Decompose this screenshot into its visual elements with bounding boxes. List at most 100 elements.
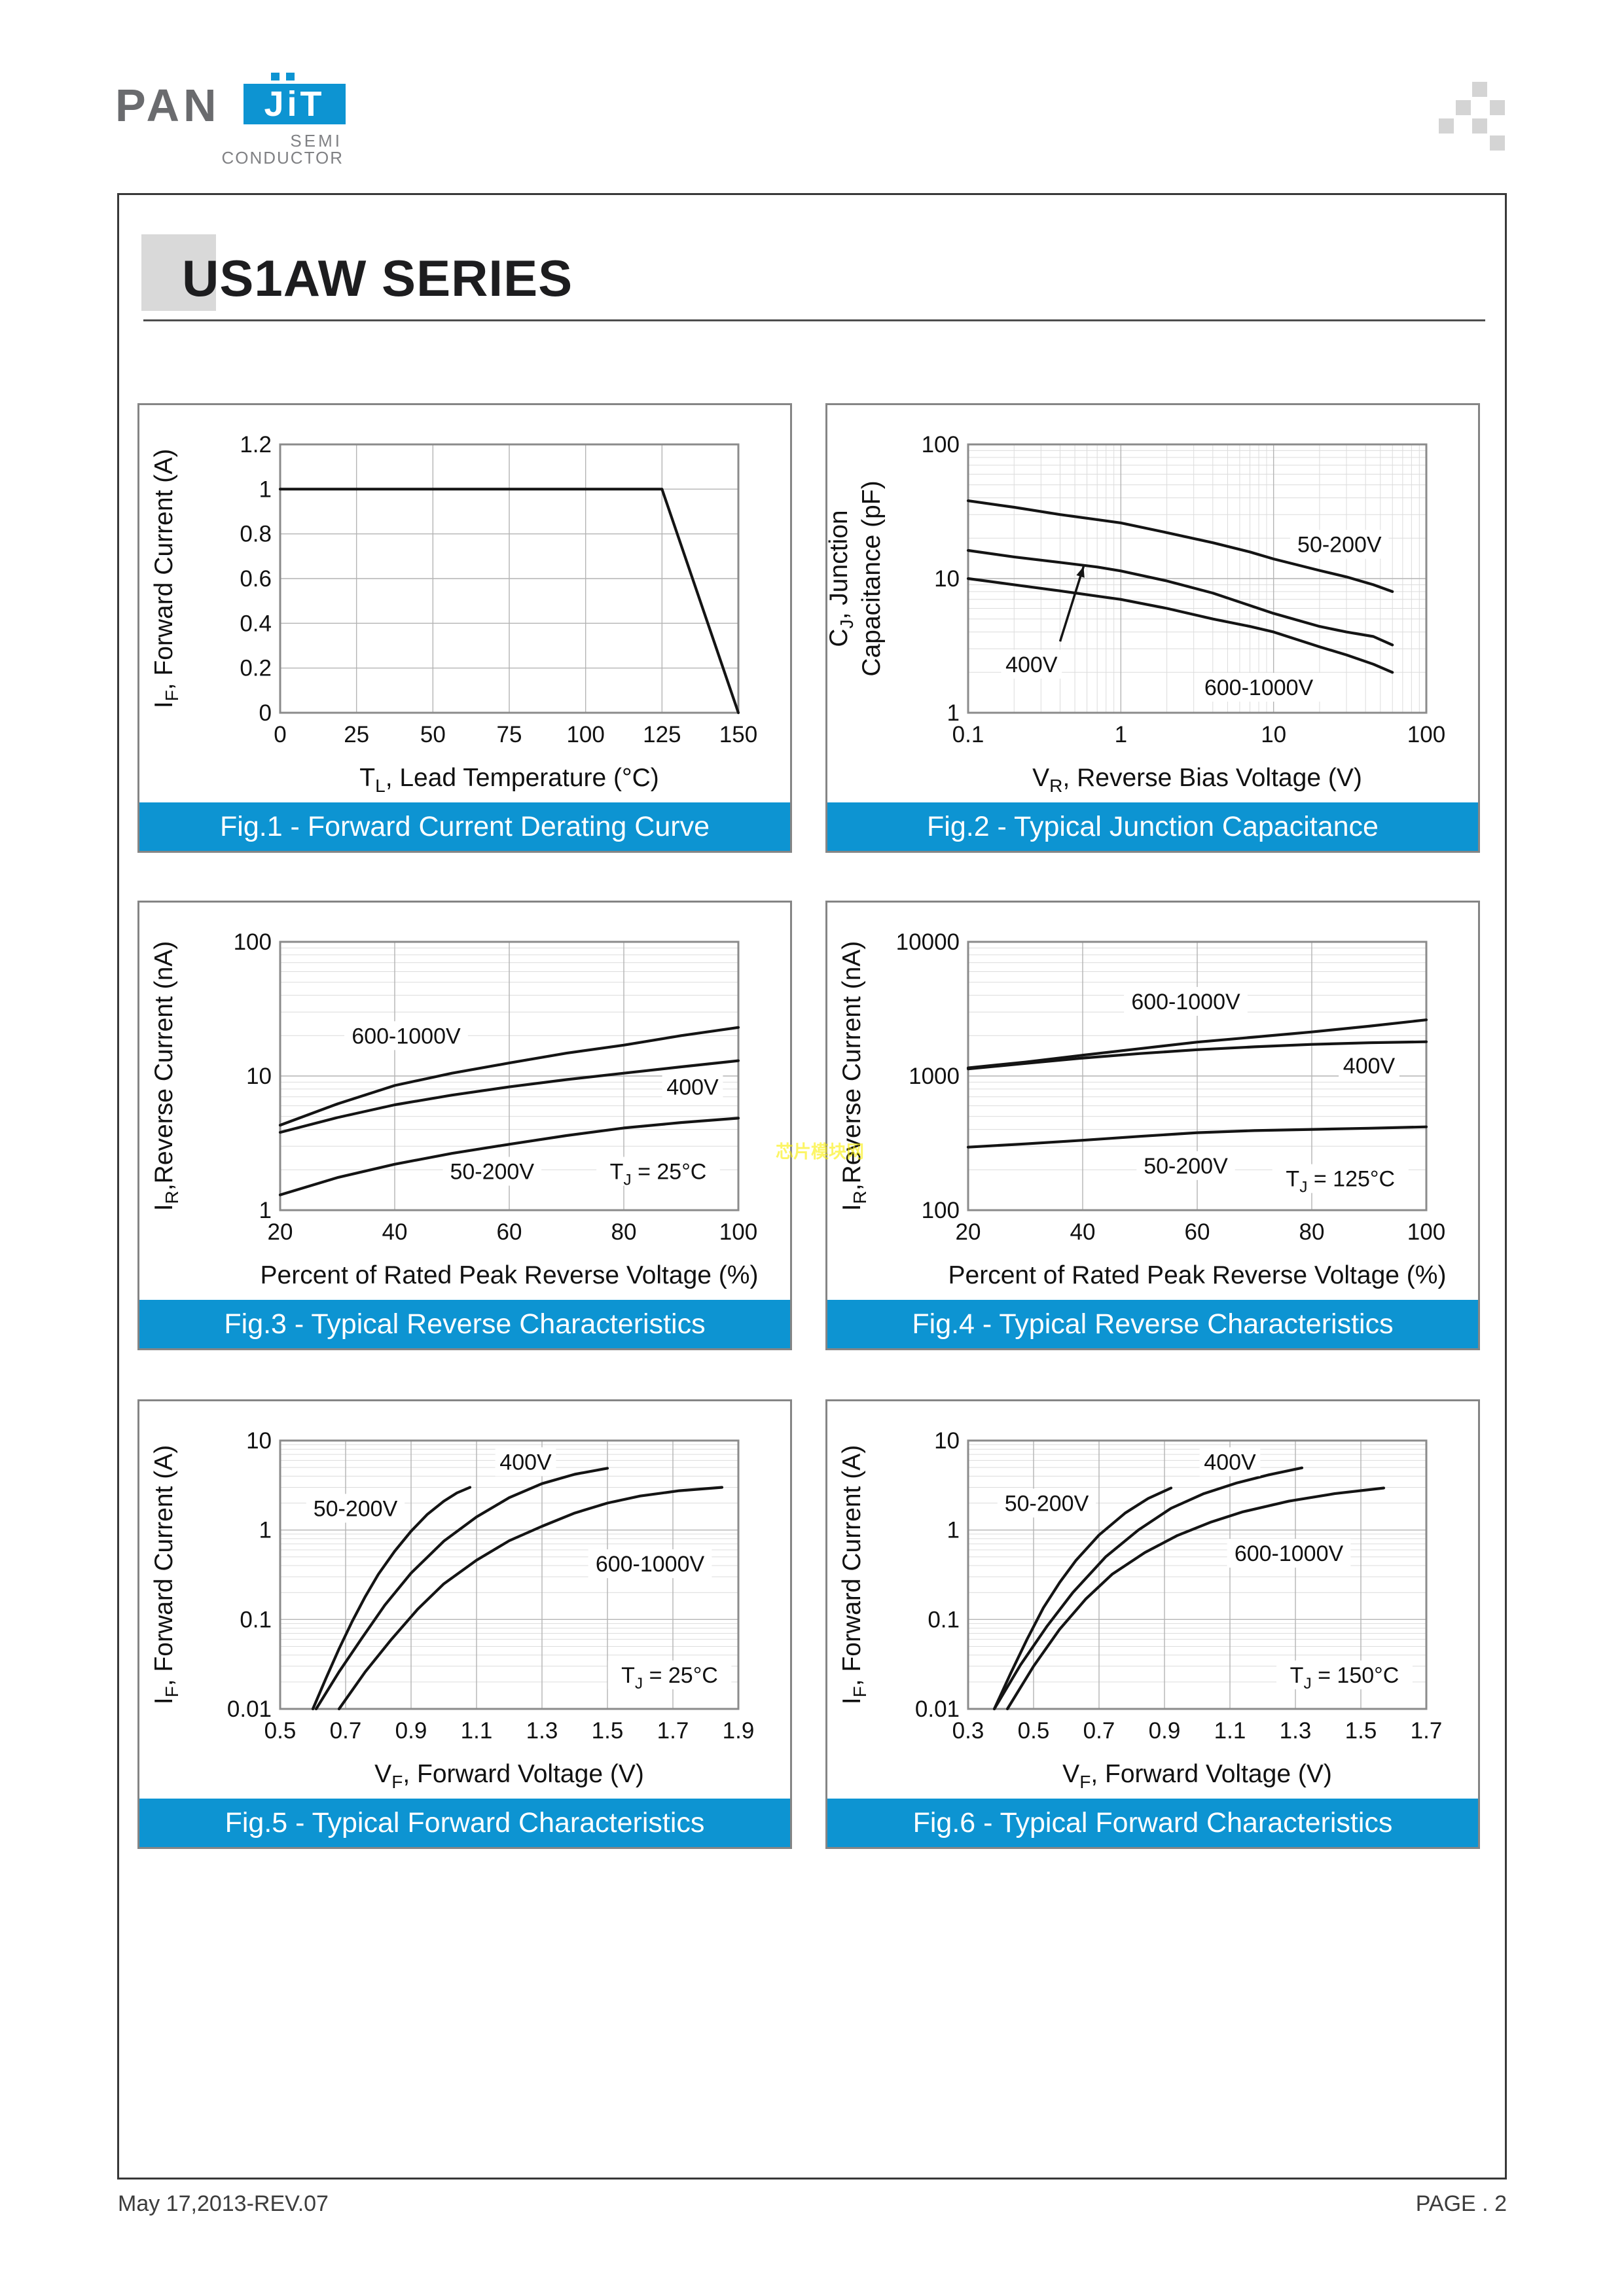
logo-jit-box: JiT	[244, 84, 346, 124]
svg-text:TJ = 25°C: TJ = 25°C	[621, 1663, 718, 1693]
svg-text:100: 100	[1407, 722, 1445, 747]
svg-text:0.01: 0.01	[915, 1696, 960, 1722]
svg-text:50-200V: 50-200V	[314, 1496, 398, 1521]
svg-text:CJ, Junction: CJ, Junction	[825, 510, 857, 647]
panjit-logo: PAN JiT SEMI CONDUCTOR	[115, 65, 351, 170]
svg-text:0.01: 0.01	[227, 1696, 272, 1722]
deco-square	[1472, 118, 1487, 134]
svg-text:0.1: 0.1	[928, 1607, 960, 1632]
svg-text:TL, Lead Temperature (°C): TL, Lead Temperature (°C)	[359, 764, 659, 796]
figure-caption: Fig.5 - Typical Forward Characteristics	[139, 1799, 790, 1847]
svg-text:600-1000V: 600-1000V	[1235, 1541, 1344, 1566]
deco-square	[1490, 100, 1505, 115]
svg-text:400V: 400V	[1343, 1054, 1396, 1079]
svg-text:0.5: 0.5	[264, 1718, 297, 1744]
svg-text:10: 10	[934, 566, 960, 592]
svg-text:20: 20	[956, 1219, 981, 1245]
svg-text:1.5: 1.5	[1345, 1718, 1377, 1744]
title-divider	[143, 319, 1485, 321]
deco-square	[1456, 100, 1471, 115]
svg-text:1: 1	[259, 1518, 272, 1543]
logo-semi-text: SEMI	[290, 131, 342, 151]
svg-text:50-200V: 50-200V	[1144, 1154, 1228, 1179]
watermark: 芯片模块网	[776, 1142, 864, 1162]
svg-text:100: 100	[234, 929, 272, 955]
svg-text:Capacitance (pF): Capacitance (pF)	[857, 480, 886, 676]
svg-text:600-1000V: 600-1000V	[596, 1552, 705, 1577]
content-frame: US1AW SERIES 0 25 50 75 100 125 150 0 0.2 0.4 0.6 0…	[117, 193, 1507, 2179]
deco-square	[1439, 118, 1454, 134]
svg-text:VF, Forward Voltage (V): VF, Forward Voltage (V)	[1062, 1760, 1332, 1792]
svg-text:VF, Forward Voltage (V): VF, Forward Voltage (V)	[374, 1760, 644, 1792]
svg-text:0.2: 0.2	[240, 656, 272, 681]
figure-caption: Fig.4 - Typical Reverse Characteristics	[827, 1300, 1478, 1348]
svg-text:0.8: 0.8	[240, 522, 272, 547]
svg-text:1: 1	[947, 1518, 960, 1543]
figure-panel-3: 20 40 60 80 100 1 10 100 Percent of Rated Peak R…	[137, 901, 792, 1350]
svg-text:10: 10	[246, 1428, 272, 1454]
svg-text:Percent of Rated Peak Reverse: Percent of Rated Peak Reverse Voltage (%…	[261, 1261, 759, 1289]
svg-text:TJ = 25°C: TJ = 25°C	[610, 1160, 707, 1189]
svg-text:50-200V: 50-200V	[450, 1160, 534, 1185]
svg-text:1.2: 1.2	[240, 432, 272, 457]
svg-text:0.1: 0.1	[240, 1607, 272, 1632]
figure-panel-1: 0 25 50 75 100 125 150 0 0.2 0.4 0.6 0.8 1 1.2 TL, Lea…	[137, 403, 792, 853]
deco-squares	[1439, 82, 1511, 154]
svg-text:100: 100	[566, 722, 604, 747]
deco-square	[1472, 82, 1487, 97]
svg-text:0.1: 0.1	[952, 722, 984, 747]
svg-text:60: 60	[497, 1219, 522, 1245]
svg-text:40: 40	[1070, 1219, 1096, 1245]
svg-text:50-200V: 50-200V	[1297, 533, 1382, 558]
svg-text:TJ = 150°C: TJ = 150°C	[1290, 1663, 1399, 1693]
figure-panel-5: 0.5 0.7 0.9 1.1 1.3 1.5 1.7 1.9 0.01 0.1 1 10 VF, Fo…	[137, 1399, 792, 1849]
svg-text:40: 40	[382, 1219, 408, 1245]
svg-text:100: 100	[922, 1198, 960, 1223]
svg-text:IR,Reverse Current (nA): IR,Reverse Current (nA)	[838, 941, 870, 1211]
svg-text:TJ = 125°C: TJ = 125°C	[1286, 1167, 1395, 1196]
footer-revision: May 17,2013-REV.07	[118, 2191, 329, 2216]
svg-text:400V: 400V	[499, 1450, 552, 1475]
svg-text:0.3: 0.3	[952, 1718, 984, 1744]
svg-text:IF, Forward Current (A): IF, Forward Current (A)	[838, 1445, 870, 1704]
logo-pan-text: PAN	[115, 80, 221, 131]
svg-text:0.9: 0.9	[395, 1718, 427, 1744]
svg-text:0.5: 0.5	[1018, 1718, 1050, 1744]
figure-panel-2: 0.1 1 10 100 1 10 100 VR, Reverse Bias Voltage …	[825, 403, 1480, 853]
svg-text:0.9: 0.9	[1149, 1718, 1181, 1744]
svg-text:600-1000V: 600-1000V	[1131, 990, 1240, 1014]
svg-text:1: 1	[1115, 722, 1127, 747]
svg-text:400V: 400V	[666, 1075, 719, 1100]
svg-text:Percent of Rated Peak Reverse: Percent of Rated Peak Reverse Voltage (%…	[948, 1261, 1447, 1289]
svg-text:IR,Reverse Current (nA): IR,Reverse Current (nA)	[150, 941, 182, 1211]
svg-text:1.1: 1.1	[1214, 1718, 1246, 1744]
logo-dot-icon	[286, 73, 295, 81]
svg-text:1.7: 1.7	[1411, 1718, 1443, 1744]
svg-text:125: 125	[643, 722, 681, 747]
svg-text:75: 75	[497, 722, 522, 747]
svg-text:1.9: 1.9	[723, 1718, 755, 1744]
svg-text:10000: 10000	[896, 929, 960, 955]
svg-text:1: 1	[259, 476, 272, 502]
svg-text:VR, Reverse Bias Voltage (V): VR, Reverse Bias Voltage (V)	[1032, 764, 1362, 796]
chart-fig3-reverse-characteristics: 20 40 60 80 100 1 10 100 Percent of Rated Peak R…	[150, 929, 759, 1289]
svg-text:1.5: 1.5	[592, 1718, 624, 1744]
svg-text:10: 10	[1261, 722, 1286, 747]
svg-text:50: 50	[420, 722, 446, 747]
chart-fig5-forward-characteristics: 0.5 0.7 0.9 1.1 1.3 1.5 1.7 1.9 0.01 0.1 1 10 VF, Fo…	[150, 1428, 755, 1792]
figure-caption: Fig.6 - Typical Forward Characteristics	[827, 1799, 1478, 1847]
svg-text:0.4: 0.4	[240, 611, 272, 636]
footer-page-number: PAGE . 2	[1415, 2191, 1507, 2216]
svg-text:600-1000V: 600-1000V	[352, 1024, 461, 1049]
svg-text:100: 100	[719, 1219, 757, 1245]
svg-text:1: 1	[947, 700, 960, 726]
svg-text:1: 1	[259, 1198, 272, 1223]
logo-conductor-text: CONDUCTOR	[221, 148, 344, 168]
svg-text:60: 60	[1185, 1219, 1210, 1245]
svg-text:IF, Forward Current (A): IF, Forward Current (A)	[150, 449, 182, 708]
svg-text:80: 80	[611, 1219, 637, 1245]
svg-text:1.3: 1.3	[1280, 1718, 1312, 1744]
chart-fig4-reverse-characteristics: 20 40 60 80 100 100 1000 10000 Percent of Rated …	[838, 929, 1447, 1289]
